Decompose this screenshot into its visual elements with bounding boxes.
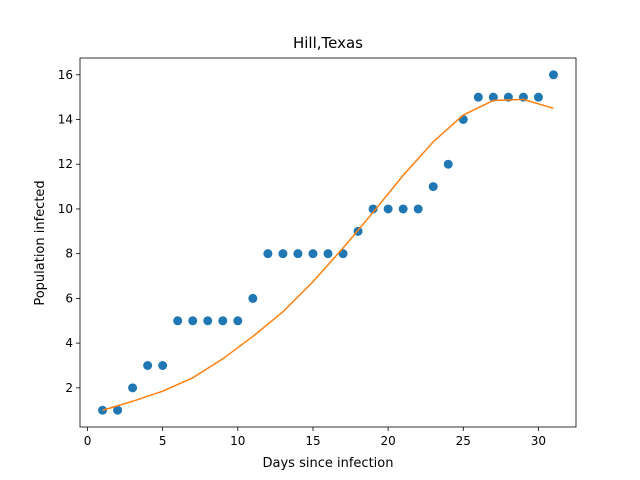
data-point <box>293 249 303 259</box>
x-axis-label: Days since infection <box>263 456 394 471</box>
data-point <box>398 204 408 214</box>
data-point <box>458 115 468 124</box>
plot-frame <box>79 57 577 428</box>
data-point <box>383 204 393 214</box>
data-point <box>143 361 153 370</box>
data-point <box>128 383 138 393</box>
chart-title: Hill,Texas <box>293 34 363 52</box>
data-point <box>548 70 558 80</box>
x-tick-label: 30 <box>531 434 546 448</box>
y-tick-label: 8 <box>65 247 73 261</box>
fit-line <box>102 98 554 411</box>
data-point <box>308 249 318 259</box>
data-point <box>278 249 288 259</box>
x-tick-label: 20 <box>380 434 395 448</box>
y-tick-label: 12 <box>58 157 73 171</box>
data-point <box>323 249 333 259</box>
data-point <box>368 204 378 214</box>
data-point <box>233 316 243 326</box>
x-tick-label: 25 <box>456 434 471 448</box>
y-tick-label: 4 <box>65 336 73 350</box>
x-tick-label: 10 <box>230 434 245 448</box>
x-tick-label: 0 <box>84 434 92 448</box>
y-tick-label: 14 <box>58 113 73 127</box>
y-tick-label: 10 <box>58 202 73 216</box>
data-point <box>413 204 423 214</box>
data-point <box>488 92 498 102</box>
data-point <box>473 92 483 102</box>
y-tick-label: 6 <box>65 291 73 305</box>
data-point <box>263 249 273 259</box>
data-point <box>428 182 438 192</box>
data-point <box>443 159 453 169</box>
x-tick-label: 5 <box>159 434 167 448</box>
data-point <box>98 405 108 415</box>
plot-area: 0 5 10 15 20 25 30 2 4 6 8 10 12 14 16 <box>58 57 577 448</box>
data-point <box>113 405 123 415</box>
data-point <box>203 316 213 326</box>
data-point <box>218 316 228 326</box>
y-axis-label: Population infected <box>33 180 48 305</box>
y-tick-label: 16 <box>58 68 73 82</box>
data-point <box>248 293 258 303</box>
data-point <box>173 316 183 326</box>
y-tick-label: 2 <box>65 381 73 395</box>
data-point <box>533 92 543 102</box>
data-point <box>158 361 168 370</box>
data-point <box>188 316 198 326</box>
x-tick-label: 15 <box>305 434 320 448</box>
